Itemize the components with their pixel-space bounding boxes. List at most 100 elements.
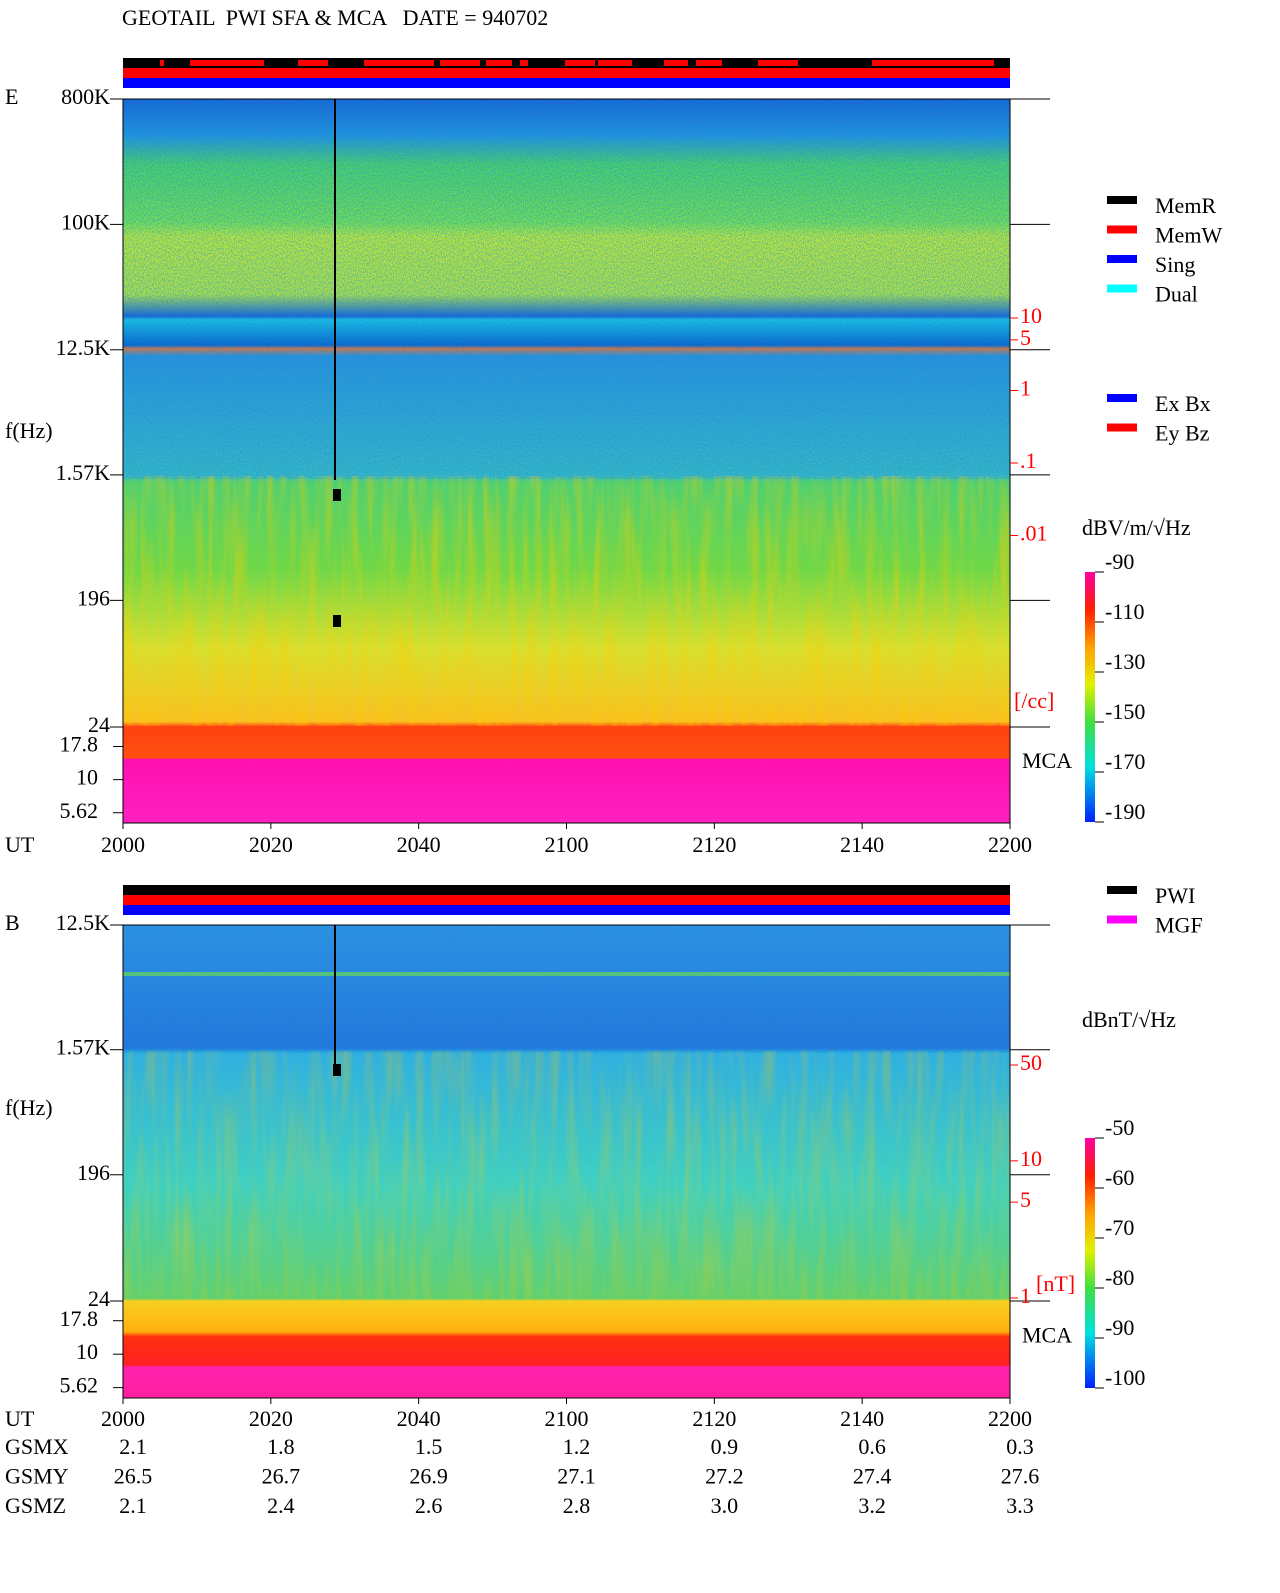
y2-tick-label: 5: [1020, 325, 1031, 350]
legend-label: MemR: [1155, 193, 1216, 218]
x-tick-label: 2200: [988, 1406, 1032, 1431]
y-tick-label: 1.57K: [56, 1035, 111, 1060]
cell: 0.9: [711, 1434, 739, 1459]
mca-tick-label: 10: [76, 1339, 98, 1364]
y-tick-label: 12.5K: [56, 335, 111, 360]
y2-tick-label: .01: [1020, 521, 1048, 546]
cell: 0.6: [858, 1434, 886, 1459]
colorbar-tick-label: -50: [1105, 1115, 1134, 1140]
colorbar-tick-label: -70: [1105, 1215, 1134, 1240]
panel-label: E: [5, 84, 18, 109]
cell: 2.1: [119, 1493, 147, 1518]
colorbar-tick-label: -130: [1105, 649, 1145, 674]
spectrogram-line: [123, 972, 1010, 976]
y-axis-label: f(Hz): [5, 418, 53, 443]
colorbar: [1085, 1138, 1095, 1388]
colorbar-tick-label: -190: [1105, 799, 1145, 824]
title: GEOTAIL PWI SFA & MCA DATE = 940702: [122, 5, 548, 30]
cell: 26.9: [409, 1464, 448, 1489]
spectrogram-texture: [123, 476, 1010, 726]
y-tick-label: 24: [88, 1286, 110, 1311]
legend-swatch: [1107, 423, 1137, 432]
colorbar-tick-label: -170: [1105, 749, 1145, 774]
cell: 1.8: [267, 1434, 295, 1459]
status-bar: [123, 885, 1010, 895]
colorbar-tick-label: -90: [1105, 549, 1134, 574]
y2-tick-label: 1: [1020, 1283, 1031, 1308]
colorbar-tick-label: -90: [1105, 1315, 1134, 1340]
status-segments: [160, 60, 994, 66]
x-tick-label: 2020: [249, 832, 293, 857]
cell: 3.3: [1006, 1493, 1034, 1518]
colorbar: [1085, 572, 1095, 822]
cell: 1.2: [563, 1434, 591, 1459]
legend-label: MemW: [1155, 223, 1222, 248]
x-tick-label: 2100: [545, 832, 589, 857]
x-tick-label: 2140: [840, 832, 884, 857]
mca-tick-label: 17.8: [60, 732, 99, 757]
status-bar: [123, 895, 1010, 905]
legend-swatch: [1107, 225, 1137, 234]
cell: 2.6: [415, 1493, 443, 1518]
row-label: GSMY: [5, 1464, 69, 1489]
cell: 0.3: [1006, 1434, 1034, 1459]
row-label: GSMX: [5, 1434, 69, 1459]
legend-label: Dual: [1155, 282, 1198, 307]
legend-swatch: [1107, 284, 1137, 293]
y2-tick-label: 10: [1020, 1146, 1042, 1171]
legend-swatch: [1107, 394, 1137, 402]
x-tick-label: 2000: [101, 1406, 145, 1431]
mca-label: MCA: [1022, 748, 1072, 773]
colorbar-tick-label: -100: [1105, 1365, 1145, 1390]
y2-axis-label: [nT]: [1036, 1271, 1075, 1296]
mca-label: MCA: [1022, 1323, 1072, 1348]
colorbar-tick-label: -110: [1105, 599, 1145, 624]
colorbar-label: dBV/m/√Hz: [1082, 515, 1191, 540]
legend-label: Sing: [1155, 252, 1195, 277]
data-gap: [333, 489, 341, 501]
cell: 27.4: [853, 1464, 892, 1489]
spectrogram-texture: [123, 925, 1010, 1053]
cell: 1.5: [415, 1434, 443, 1459]
cell: 3.2: [858, 1493, 886, 1518]
y2-axis-label: [/cc]: [1014, 688, 1054, 713]
cell: 2.8: [563, 1493, 591, 1518]
legend-label: MGF: [1155, 913, 1203, 938]
y2-tick-label: 50: [1020, 1050, 1042, 1075]
legend-swatch: [1107, 255, 1137, 263]
cell: 26.7: [262, 1464, 301, 1489]
cell: 26.5: [114, 1464, 153, 1489]
legend-label: PWI: [1155, 883, 1195, 908]
legend-swatch: [1107, 886, 1137, 894]
status-bar: [123, 78, 1010, 88]
x-tick-label: 2100: [545, 1406, 589, 1431]
data-gap: [333, 615, 341, 627]
y2-tick-label: .1: [1020, 448, 1037, 473]
data-gap: [333, 1064, 341, 1076]
legend-label: Ey Bz: [1155, 421, 1210, 446]
mca-tick-label: 10: [76, 765, 98, 790]
spectrogram-texture: [123, 1051, 1010, 1301]
y-tick-label: 196: [77, 585, 110, 610]
cell: 27.1: [557, 1464, 596, 1489]
x-tick-label: 2200: [988, 832, 1032, 857]
y-axis-label: f(Hz): [5, 1095, 53, 1120]
x-tick-label: 2000: [101, 832, 145, 857]
y-tick-label: 12.5K: [56, 910, 111, 935]
x-tick-label: 2120: [692, 1406, 736, 1431]
cell: 27.6: [1001, 1464, 1040, 1489]
x-tick-label: 2040: [397, 1406, 441, 1431]
y2-tick-label: 1: [1020, 376, 1031, 401]
cell: 2.4: [267, 1493, 295, 1518]
colorbar-tick-label: -150: [1105, 699, 1145, 724]
y-tick-label: 196: [77, 1160, 110, 1185]
cell: 27.2: [705, 1464, 744, 1489]
mca-tick-label: 17.8: [60, 1306, 99, 1331]
x-tick-label: 2020: [249, 1406, 293, 1431]
status-bar: [123, 905, 1010, 915]
y-tick-label: 24: [88, 712, 110, 737]
spectrogram-texture: [123, 99, 1010, 479]
x-tick-label: 2140: [840, 1406, 884, 1431]
row-label: GSMZ: [5, 1493, 66, 1518]
y-tick-label: 1.57K: [56, 460, 111, 485]
